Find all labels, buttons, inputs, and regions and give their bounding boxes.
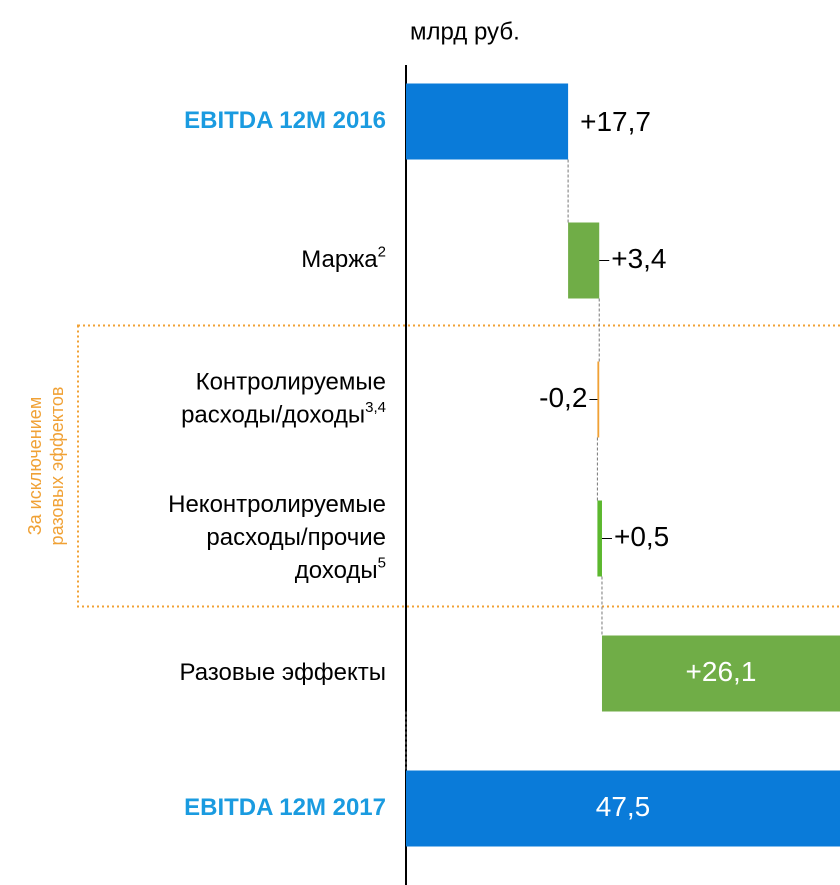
- bar: [597, 361, 600, 438]
- category-label: Контролируемые: [196, 368, 386, 395]
- value-label: 47,5: [596, 791, 651, 822]
- category-label: Маржа2: [301, 243, 386, 272]
- bar: [406, 770, 840, 847]
- value-label: +17,7: [580, 106, 651, 137]
- category-label: расходы/прочие: [206, 524, 386, 551]
- bar: [406, 83, 569, 160]
- category-label: расходы/доходы3,4: [181, 399, 386, 428]
- value-label: +0,5: [614, 521, 669, 552]
- value-label: +3,4: [611, 243, 666, 274]
- category-label: EBITDA 12M 2017: [184, 794, 386, 821]
- group-label: разовых эффектов: [47, 387, 67, 546]
- category-label: Неконтролируемые: [168, 491, 386, 518]
- value-label: +26,1: [686, 656, 757, 687]
- footnote-mark: 2: [378, 243, 386, 260]
- category-label: EBITDA 12M 2016: [184, 107, 386, 134]
- value-label: -0,2: [539, 382, 587, 413]
- bar: [568, 222, 600, 299]
- bar: [601, 635, 840, 712]
- category-label: доходы5: [295, 554, 386, 583]
- bar: [597, 500, 602, 577]
- footnote-mark: 5: [378, 554, 386, 571]
- unit-label: млрд руб.: [410, 18, 520, 45]
- category-label: Разовые эффекты: [180, 659, 386, 686]
- group-box: [77, 324, 840, 608]
- footnote-mark: 3,4: [365, 399, 386, 416]
- group-label: За исключением: [25, 397, 45, 535]
